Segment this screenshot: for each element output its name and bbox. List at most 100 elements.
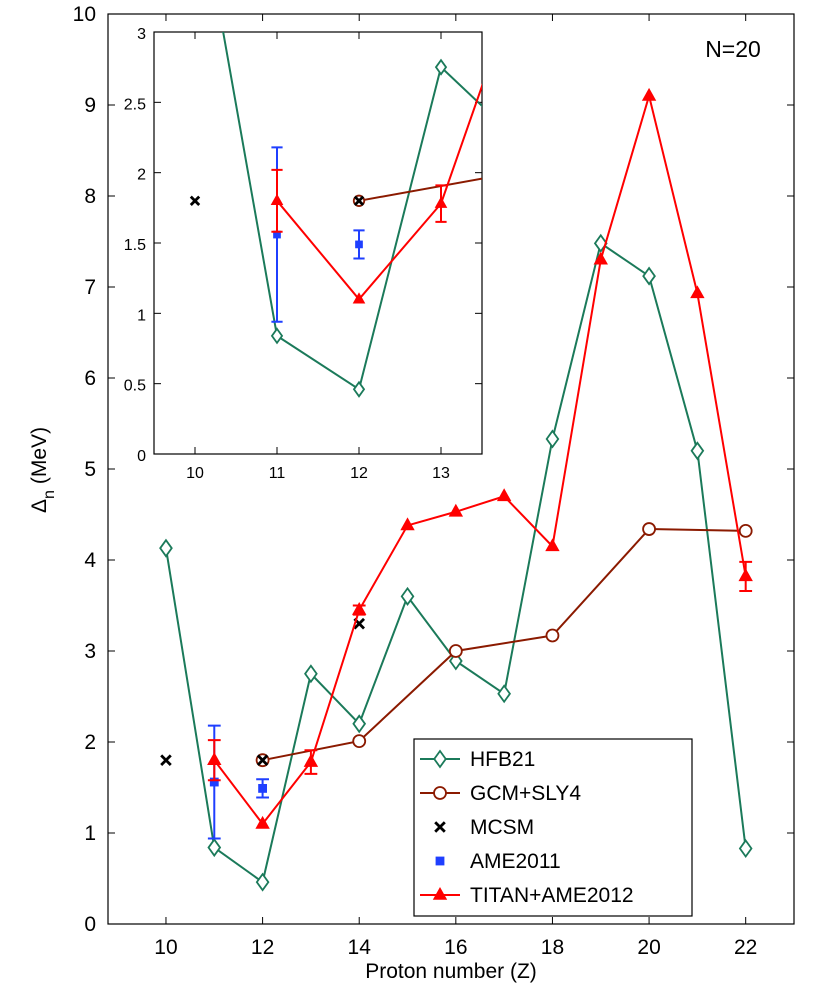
data-point-gcm-sly4 bbox=[545, 628, 560, 643]
data-point-hfb21 bbox=[159, 538, 173, 558]
data-point-titan-ame2012 bbox=[690, 285, 705, 299]
legend-label-ame2011: AME2011 bbox=[470, 850, 561, 873]
clipped-series bbox=[189, 32, 482, 398]
data-point-ame2011 bbox=[258, 784, 267, 793]
data-point-hfb21 bbox=[270, 327, 284, 345]
data-point-ame2011 bbox=[273, 230, 281, 239]
legend-item-gcm-sly4: GCM+SLY4 bbox=[420, 782, 581, 805]
y-tick-label: 1 bbox=[84, 822, 96, 845]
data-point-hfb21 bbox=[497, 684, 512, 704]
legend-label-titan-ame2012: TITAN+AME2012 bbox=[470, 884, 634, 907]
y-tick-label: 7 bbox=[84, 276, 96, 299]
y-tick-label: 0 bbox=[84, 913, 96, 936]
series-line-titan-ame2012 bbox=[276, 83, 482, 301]
x-axis-label: Proton number (Z) bbox=[365, 960, 537, 983]
series-titan-ame2012 bbox=[270, 83, 482, 304]
series-line-titan-ame2012 bbox=[213, 92, 747, 826]
legend-label-hfb21: HFB21 bbox=[470, 748, 535, 771]
data-point-hfb21 bbox=[352, 714, 367, 734]
legend-item-hfb21: HFB21 bbox=[420, 748, 535, 771]
series-mcsm bbox=[189, 195, 365, 206]
data-point-hfb21 bbox=[207, 838, 222, 858]
series-titan-ame2012 bbox=[207, 87, 753, 829]
series-hfb21 bbox=[159, 233, 753, 892]
data-point-gcm-sly4 bbox=[738, 523, 753, 538]
inset-series bbox=[189, 32, 482, 398]
legend-marker-ame2011 bbox=[435, 856, 445, 866]
y-tick-label: 6 bbox=[84, 367, 96, 390]
data-point-titan-ame2012 bbox=[593, 251, 608, 265]
y-tick-label: 1.5 bbox=[124, 237, 146, 254]
y-tick-label: 0 bbox=[137, 448, 146, 465]
inset-plot-frame bbox=[153, 31, 483, 455]
series-line-gcm-sly4 bbox=[262, 528, 746, 762]
data-point-mcsm bbox=[189, 195, 201, 206]
series-hfb21 bbox=[222, 32, 482, 398]
y-axis-label: Δn (MeV) bbox=[28, 427, 58, 513]
x-tick-label: 11 bbox=[269, 465, 286, 482]
x-tick-label: 12 bbox=[350, 465, 368, 482]
data-point-hfb21 bbox=[690, 441, 705, 461]
x-tick-label: 13 bbox=[432, 465, 450, 482]
data-point-gcm-sly4 bbox=[352, 734, 367, 748]
x-tick-label: 14 bbox=[348, 936, 372, 959]
legend-box bbox=[413, 738, 693, 917]
data-point-hfb21 bbox=[304, 664, 318, 684]
y-axis-label-symbol: Δ bbox=[28, 499, 51, 513]
data-point-ame2011 bbox=[209, 777, 219, 787]
x-tick-label: 22 bbox=[734, 936, 757, 959]
data-point-titan-ame2012 bbox=[545, 538, 560, 552]
legend-marker-mcsm bbox=[434, 821, 446, 833]
y-tick-label: 0.5 bbox=[124, 378, 146, 395]
data-point-mcsm bbox=[353, 195, 365, 206]
y-axis-label-unit: (MeV) bbox=[28, 427, 51, 484]
data-point-hfb21 bbox=[400, 586, 415, 606]
data-point-hfb21 bbox=[434, 58, 448, 76]
y-tick-label: 3 bbox=[137, 26, 146, 43]
y-tick-label: 2.5 bbox=[124, 96, 146, 113]
data-point-mcsm bbox=[160, 754, 172, 766]
y-tick-label: 8 bbox=[84, 185, 96, 208]
data-point-hfb21 bbox=[255, 872, 270, 892]
data-point-titan-ame2012 bbox=[448, 503, 464, 517]
data-point-titan-ame2012 bbox=[434, 196, 448, 208]
legend-items: HFB21 GCM+SLY4 MCSM AME2011 TITAN+AME2012 bbox=[420, 748, 634, 907]
legend-item-ame2011: AME2011 bbox=[435, 850, 561, 873]
x-tick-label: 12 bbox=[251, 936, 274, 959]
series-ame2011 bbox=[271, 146, 365, 323]
annotation-n20: N=20 bbox=[705, 36, 761, 62]
data-point-hfb21 bbox=[738, 838, 753, 859]
data-point-ame2011 bbox=[355, 240, 363, 249]
legend-marker-hfb21 bbox=[433, 749, 447, 769]
main-series bbox=[159, 87, 753, 892]
y-tick-label: 1 bbox=[137, 307, 146, 324]
data-point-hfb21 bbox=[352, 380, 366, 398]
y-tick-label: 2 bbox=[84, 731, 96, 754]
x-tick-label: 16 bbox=[444, 936, 467, 959]
data-point-titan-ame2012 bbox=[400, 517, 415, 531]
legend-label-gcm-sly4: GCM+SLY4 bbox=[470, 782, 581, 805]
y-tick-label: 5 bbox=[84, 458, 96, 481]
legend-item-mcsm: MCSM bbox=[434, 816, 534, 839]
y-tick-label: 4 bbox=[84, 549, 96, 572]
data-point-titan-ame2012 bbox=[496, 488, 512, 502]
data-point-mcsm bbox=[256, 754, 269, 766]
legend-marker-gcm-sly4 bbox=[433, 786, 447, 800]
data-point-titan-ame2012 bbox=[352, 602, 367, 615]
legend-item-titan-ame2012: TITAN+AME2012 bbox=[420, 884, 634, 907]
y-tick-label: 3 bbox=[84, 640, 96, 663]
y-tick-label: 9 bbox=[84, 94, 96, 117]
y-axis-label-subscript: n bbox=[41, 490, 58, 499]
data-point-hfb21 bbox=[545, 429, 560, 449]
data-point-titan-ame2012 bbox=[738, 568, 753, 582]
data-point-gcm-sly4 bbox=[448, 644, 463, 658]
x-tick-label: 10 bbox=[186, 465, 204, 482]
x-tick-label: 10 bbox=[154, 936, 177, 959]
inset-y-ticks: 0 0.5 1 1.5 2 2.5 3 bbox=[124, 26, 482, 465]
legend-label-mcsm: MCSM bbox=[470, 816, 534, 839]
data-point-gcm-sly4 bbox=[642, 522, 656, 536]
main-x-ticks: 10 12 14 16 18 20 22 bbox=[154, 14, 757, 959]
inset-plot: 10 11 12 13 0 0.5 1 1.5 2 2.5 3 bbox=[124, 26, 483, 482]
